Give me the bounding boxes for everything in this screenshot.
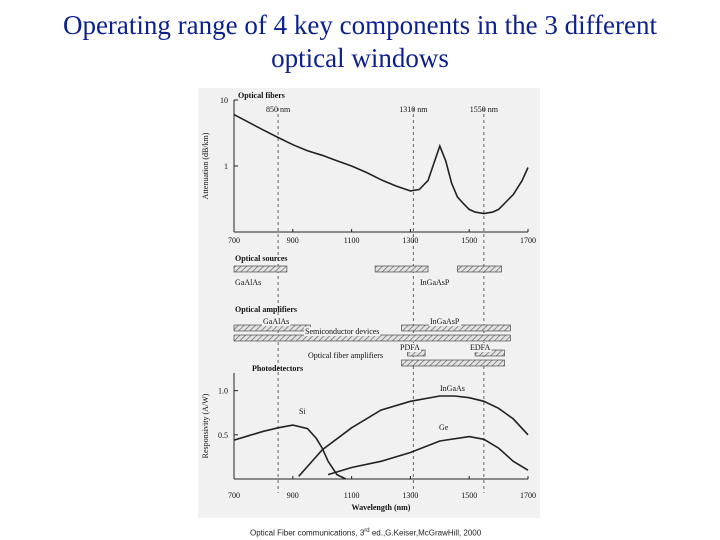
caption-main: Optical Fiber communications, 3 [250,528,365,538]
attenuation-y-tick-label: 10 [220,96,228,105]
responsivity-y-tick-label: 1.0 [218,387,228,396]
optical-amplifier-label: PDFA [400,343,420,352]
responsivity-curve-label-ge: Ge [439,423,449,432]
responsivity-curve-si [233,424,347,480]
responsivity-curve-ge [327,435,529,476]
optical-fibers-title: Optical fibers [238,91,285,100]
responsivity-curve-label-ingaas: InGaAs [440,384,465,393]
optical-amplifier-label-backing [429,317,461,326]
responsivity-x-tick-label: 1300 [402,491,418,500]
optical-source-range-bar [457,265,502,273]
window-marker-label: 1310 nm [399,105,428,114]
optical-amplifier-range-bar [401,359,505,367]
caption-superscript: rd [364,528,370,534]
responsivity-x-tick-label: 900 [287,491,299,500]
photodetectors-title: Photodetectors [252,364,303,373]
source-caption: Optical Fiber communications, 3rd ed.,G.… [250,528,481,538]
optical-amplifiers-title: Optical amplifiers [235,305,297,314]
optical-amplifier-label-backing [262,317,291,326]
caption-rest: ed.,G.Keiser,McGrawHill, 2000 [369,528,482,538]
responsivity-x-tick-label: 1100 [344,491,360,500]
attenuation-x-tick-label: 1700 [520,236,536,245]
attenuation-x-tick-label: 1100 [344,236,360,245]
responsivity-curve-label-si: Si [299,407,306,416]
optical-source-label: GaAlAs [235,278,261,287]
window-marker-label: 1550 nm [470,105,499,114]
optical-amplifier-label-backing [307,351,385,360]
responsivity-curve-ingaas [298,395,529,477]
responsivity-x-tick-label: 700 [228,491,240,500]
optical-amplifier-label: Optical fiber amplifiers [308,351,383,360]
responsivity-y-tick-label: 0.5 [218,431,228,440]
optical-amplifier-label: InGaAsP [430,317,460,326]
slide-title-line-1: Operating range of 4 key components in t… [62,10,658,40]
attenuation-axis-label: Attenuation (dB/km) [201,132,210,199]
optical-source-range-bar [374,265,429,273]
optical-sources-title: Optical sources [235,254,288,263]
optical-amplifier-label: EDFA [470,343,491,352]
attenuation-x-tick-label: 1500 [461,236,477,245]
responsivity-x-tick-label: 1500 [461,491,477,500]
attenuation-x-tick-label: 1300 [402,236,418,245]
optical-amplifier-label-backing [304,327,381,336]
slide-title-line-2: optical windows [271,43,449,73]
window-marker-label: 850 nm [266,105,291,114]
optical-amplifier-label: Semiconductor devices [305,327,379,336]
wavelength-axis-label: Wavelength (nm) [352,503,411,512]
optical-amplifier-label-backing [399,343,422,352]
attenuation-y-tick-label: 1 [224,162,228,171]
optical-source-label: InGaAsP [420,278,450,287]
attenuation-x-tick-label: 900 [287,236,299,245]
optical-amplifier-label-backing [469,343,492,352]
optical-source-range-bar [233,265,288,273]
optical-amplifier-label: GaAlAs [263,317,289,326]
responsivity-x-tick-label: 1700 [520,491,536,500]
attenuation-x-tick-label: 700 [228,236,240,245]
fiber-attenuation-curve [233,113,529,215]
responsivity-axis-label: Responsivity (A/W) [201,393,210,458]
figure-panel: Optical fibers Attenuation (dB/km) 10 1 700 9… [198,88,540,518]
